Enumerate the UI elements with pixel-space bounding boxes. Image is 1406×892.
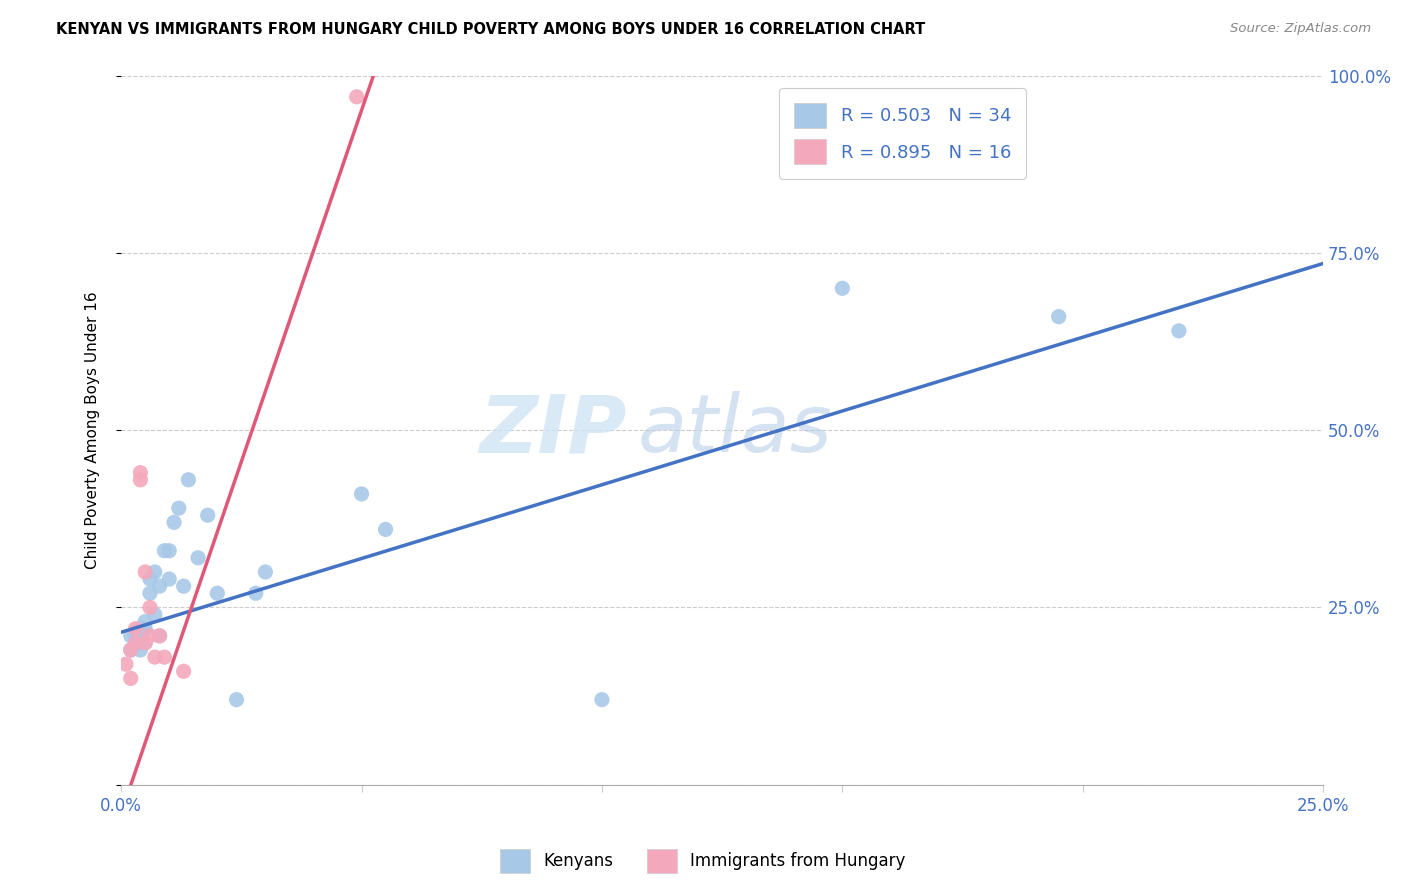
Point (167, 501, 190, 516)
Point (143, 650, 166, 665)
Point (120, 672, 142, 686)
Point (129, 473, 152, 487)
Point (350, 487, 373, 501)
Point (139, 572, 162, 586)
Point (124, 622, 146, 636)
Point (134, 615, 156, 629)
Point (346, 90, 368, 104)
Point (134, 565, 156, 579)
Point (120, 629, 142, 643)
Legend: R = 0.503   N = 34, R = 0.895   N = 16: R = 0.503 N = 34, R = 0.895 N = 16 (779, 88, 1025, 179)
Point (245, 586, 267, 600)
Text: ZIP: ZIP (478, 391, 626, 469)
Point (129, 643, 152, 657)
Point (153, 650, 176, 665)
Point (207, 586, 229, 600)
Point (1167, 324, 1189, 338)
Point (134, 636, 156, 650)
Point (173, 665, 195, 679)
Point (591, 692, 613, 706)
Text: KENYAN VS IMMIGRANTS FROM HUNGARY CHILD POVERTY AMONG BOYS UNDER 16 CORRELATION : KENYAN VS IMMIGRANTS FROM HUNGARY CHILD … (56, 22, 925, 37)
Point (115, 657, 138, 672)
Point (374, 523, 396, 537)
Point (157, 572, 180, 586)
Point (124, 629, 146, 643)
Point (254, 565, 277, 579)
Point (149, 579, 172, 593)
Point (149, 629, 172, 643)
Point (173, 579, 195, 593)
Point (831, 281, 853, 295)
Point (187, 550, 209, 565)
Point (120, 643, 142, 657)
Point (157, 543, 180, 558)
Point (129, 636, 152, 650)
Point (134, 622, 156, 636)
Point (1047, 310, 1070, 324)
Point (197, 508, 219, 523)
Legend: Kenyans, Immigrants from Hungary: Kenyans, Immigrants from Hungary (494, 842, 912, 880)
Point (143, 607, 166, 622)
Point (124, 636, 146, 650)
Point (139, 629, 162, 643)
Text: Source: ZipAtlas.com: Source: ZipAtlas.com (1230, 22, 1371, 36)
Point (177, 473, 200, 487)
Point (143, 565, 166, 579)
Point (163, 516, 186, 530)
Point (139, 600, 162, 615)
Point (139, 586, 162, 600)
Point (129, 466, 152, 480)
Point (129, 622, 152, 636)
Point (153, 543, 176, 558)
Text: atlas: atlas (638, 391, 832, 469)
Point (225, 692, 247, 706)
Point (134, 636, 156, 650)
Point (120, 643, 142, 657)
Point (149, 629, 172, 643)
Y-axis label: Child Poverty Among Boys Under 16: Child Poverty Among Boys Under 16 (86, 292, 100, 569)
